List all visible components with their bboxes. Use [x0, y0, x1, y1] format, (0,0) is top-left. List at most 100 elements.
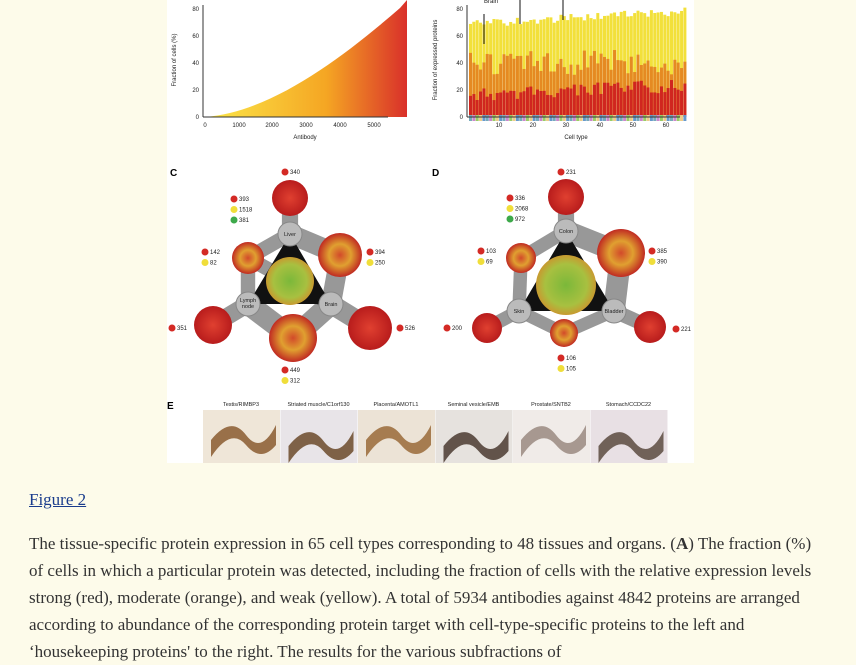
- count-dot: [557, 168, 565, 176]
- bar-red: [649, 92, 653, 117]
- bar-red: [663, 92, 667, 117]
- count-dot: [477, 258, 485, 265]
- bar-red: [559, 88, 563, 117]
- label: Seminal vesicle/EMB: [448, 402, 500, 408]
- tissue: [288, 431, 354, 463]
- bar-red: [509, 90, 513, 117]
- bar-red: [569, 88, 573, 117]
- label: 5000: [367, 123, 381, 129]
- bar-orange: [512, 58, 516, 117]
- strip: [599, 115, 603, 121]
- strip: [653, 115, 657, 121]
- label: 20: [456, 88, 463, 94]
- bar-red: [499, 92, 503, 117]
- label: 20: [530, 123, 537, 129]
- label: Bladder: [605, 309, 624, 315]
- bar-red: [592, 84, 596, 117]
- strip: [623, 115, 627, 121]
- bar-red: [546, 94, 550, 117]
- label: Placenta/AMOTL1: [374, 402, 419, 408]
- panel-label: E: [167, 401, 174, 412]
- strip: [576, 115, 580, 121]
- bar-orange: [529, 51, 533, 118]
- count-dot: [443, 324, 451, 332]
- label: Fraction of expressed proteins: [433, 20, 439, 101]
- label: Colon: [559, 229, 573, 235]
- bar-orange: [623, 61, 627, 117]
- bar-yellow: [492, 19, 496, 118]
- label: 312: [290, 379, 301, 385]
- strip: [683, 115, 687, 121]
- bar-orange: [489, 54, 493, 117]
- caption-text: The tissue-specific protein expression i…: [29, 534, 676, 553]
- label: 385: [657, 249, 668, 255]
- bar-red: [609, 85, 613, 117]
- strip: [626, 115, 630, 121]
- strip: [656, 115, 660, 121]
- bar-orange: [499, 63, 503, 117]
- tissue: [443, 431, 509, 463]
- tissue: [598, 431, 664, 463]
- cluster: [269, 314, 317, 362]
- count-dot: [396, 324, 404, 332]
- bar-orange: [509, 53, 513, 117]
- node: [601, 298, 627, 324]
- bar-red: [475, 100, 479, 117]
- node: [318, 291, 344, 317]
- bar-red: [673, 87, 677, 117]
- bar-orange: [556, 63, 560, 117]
- label: 69: [486, 260, 493, 266]
- bar-red: [643, 85, 647, 117]
- caption-text: ) The fraction (%) of cells in which a p…: [29, 534, 812, 661]
- strip: [579, 115, 583, 121]
- bar-red: [596, 82, 600, 117]
- bar-red: [532, 94, 536, 117]
- bar-yellow: [639, 12, 643, 118]
- bar-yellow: [562, 16, 566, 117]
- count-dot: [506, 215, 514, 223]
- strip: [619, 115, 623, 121]
- label: 60: [663, 123, 670, 129]
- bar-orange: [576, 64, 580, 117]
- strip: [629, 115, 633, 121]
- bar-red: [515, 98, 519, 117]
- label: 30: [563, 123, 570, 129]
- cluster: [550, 319, 578, 347]
- label: 106: [566, 356, 577, 362]
- node: [277, 221, 303, 247]
- bar-orange: [613, 50, 617, 117]
- label: Cell type: [564, 135, 588, 141]
- strip: [529, 115, 533, 121]
- label: 0: [460, 115, 464, 121]
- label: Testis/RIMBP3: [223, 402, 259, 408]
- bar-orange: [663, 63, 667, 117]
- bar-red: [566, 87, 570, 117]
- bar-yellow: [670, 11, 673, 117]
- bar-yellow: [656, 12, 660, 117]
- strip: [536, 115, 539, 121]
- panel-label: D: [432, 168, 439, 179]
- bar-orange: [469, 52, 472, 118]
- cluster: [634, 311, 666, 343]
- strip: [479, 115, 483, 121]
- count-dot: [648, 258, 656, 265]
- bar-red: [680, 90, 684, 117]
- label: Skin: [514, 309, 525, 315]
- bar-yellow: [495, 19, 499, 117]
- label: 20: [192, 88, 199, 94]
- count-dot: [366, 259, 374, 266]
- strip: [582, 115, 586, 121]
- count-dot: [366, 248, 374, 256]
- bar-red: [636, 81, 640, 117]
- count-dot: [230, 206, 238, 213]
- label: 50: [630, 123, 637, 129]
- bar-orange: [649, 66, 653, 117]
- label: Brain: [325, 302, 338, 308]
- figure-link[interactable]: Figure 2: [29, 490, 87, 509]
- label: Antibody: [293, 135, 316, 141]
- bar-orange: [559, 58, 563, 117]
- bar-red: [576, 95, 580, 117]
- strip: [549, 115, 553, 121]
- bar-red: [589, 94, 593, 117]
